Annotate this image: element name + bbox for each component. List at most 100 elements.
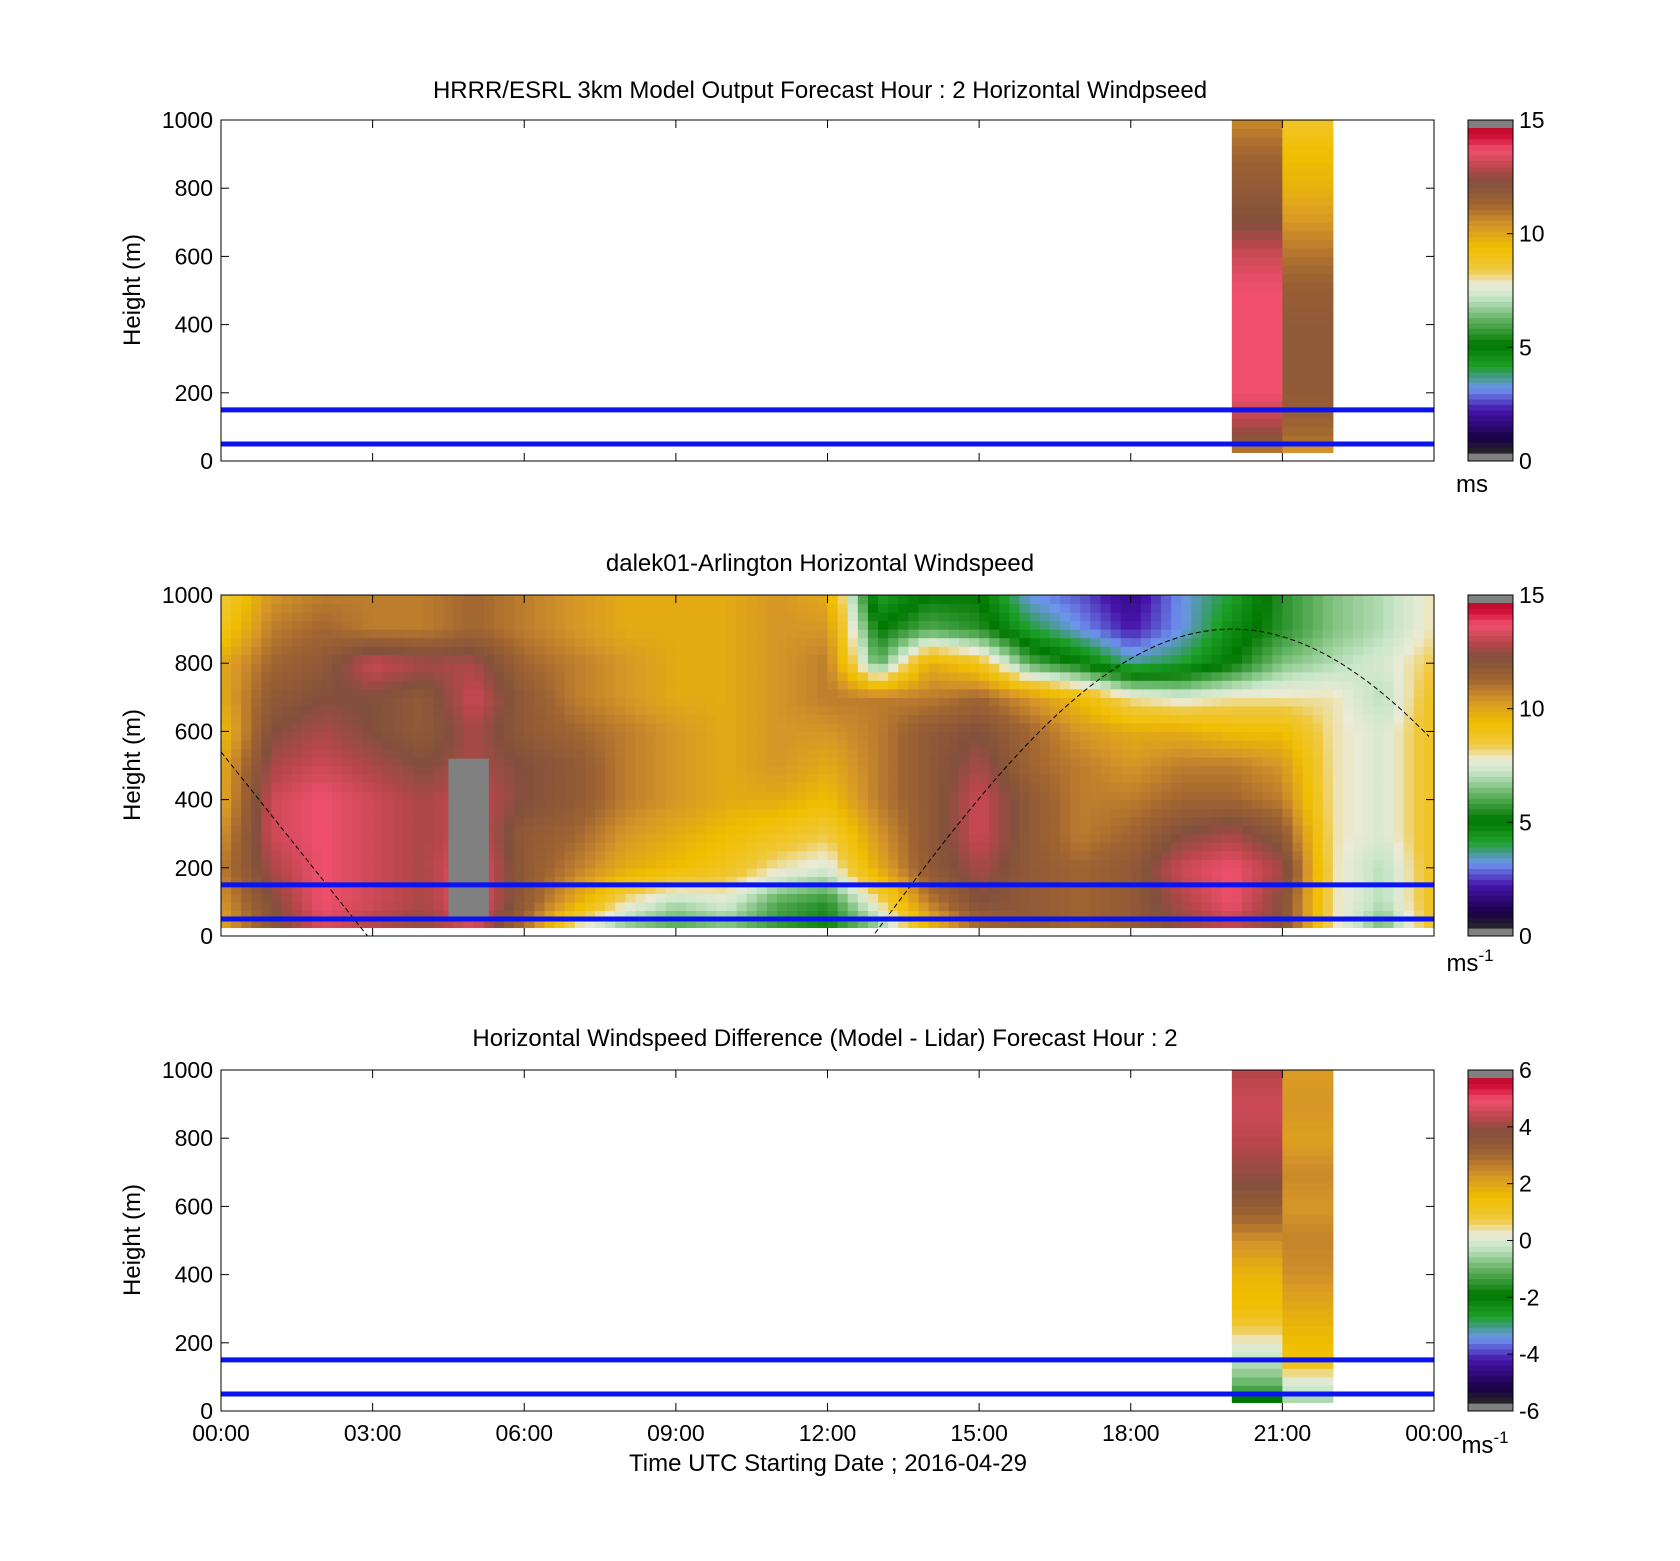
heatmap-cell bbox=[867, 918, 879, 929]
heatmap-cell bbox=[999, 756, 1011, 767]
heatmap-cell bbox=[1312, 603, 1324, 613]
heatmap-cell bbox=[1282, 324, 1334, 334]
heatmap-cell bbox=[1191, 714, 1203, 724]
heatmap-cell bbox=[453, 629, 465, 639]
heatmap-cell bbox=[766, 697, 778, 707]
heatmap-cell bbox=[736, 833, 748, 843]
heatmap-cell bbox=[483, 850, 495, 860]
heatmap-cell bbox=[1262, 603, 1273, 613]
heatmap-cell bbox=[928, 884, 940, 894]
heatmap-cell bbox=[433, 791, 444, 801]
heatmap-cell bbox=[584, 663, 596, 673]
heatmap-cell bbox=[1181, 629, 1192, 639]
heatmap-cell bbox=[595, 884, 606, 894]
heatmap-cell bbox=[1312, 680, 1324, 690]
heatmap-cell bbox=[685, 748, 697, 758]
heatmap-cell bbox=[847, 765, 859, 775]
heatmap-cell bbox=[726, 901, 738, 912]
heatmap-cell bbox=[1080, 603, 1091, 613]
heatmap-cell bbox=[231, 842, 242, 852]
heatmap-cell bbox=[1039, 867, 1051, 877]
colorbar-swatch bbox=[1468, 236, 1513, 243]
heatmap-cell bbox=[867, 620, 879, 630]
heatmap-cell bbox=[595, 629, 606, 639]
heatmap-cell bbox=[1423, 714, 1435, 724]
heatmap-cell bbox=[1110, 774, 1122, 784]
heatmap-cell bbox=[898, 603, 909, 613]
heatmap-cell bbox=[493, 816, 505, 826]
heatmap-cell bbox=[756, 671, 768, 681]
heatmap-cell bbox=[827, 859, 839, 869]
heatmap-cell bbox=[1282, 256, 1334, 266]
heatmap-cell bbox=[655, 646, 667, 656]
heatmap-cell bbox=[1231, 179, 1283, 189]
heatmap-cell bbox=[584, 859, 596, 869]
heatmap-cell bbox=[402, 833, 414, 843]
heatmap-cell bbox=[493, 714, 505, 724]
heatmap-cell bbox=[1221, 697, 1233, 707]
heatmap-cell bbox=[584, 612, 596, 622]
heatmap-cell bbox=[483, 808, 495, 818]
heatmap-cell bbox=[958, 774, 970, 784]
heatmap-cell bbox=[352, 739, 364, 750]
heatmap-cell bbox=[423, 782, 434, 792]
heatmap-cell bbox=[1191, 808, 1203, 818]
heatmap-cell bbox=[1262, 910, 1273, 920]
heatmap-cell bbox=[544, 731, 556, 741]
heatmap-cell bbox=[584, 791, 596, 801]
heatmap-cell bbox=[969, 808, 980, 818]
heatmap-cell bbox=[362, 654, 374, 664]
heatmap-cell bbox=[1049, 705, 1061, 715]
heatmap-cell bbox=[1201, 910, 1213, 920]
heatmap-cell bbox=[1019, 731, 1031, 741]
heatmap-cell bbox=[221, 756, 232, 767]
heatmap-cell bbox=[271, 842, 283, 852]
heatmap-cell bbox=[1363, 697, 1374, 707]
heatmap-cell bbox=[524, 884, 535, 894]
heatmap-cell bbox=[958, 867, 970, 877]
heatmap-cell bbox=[311, 603, 323, 613]
heatmap-cell bbox=[1039, 808, 1051, 818]
heatmap-cell bbox=[847, 910, 859, 920]
heatmap-cell bbox=[888, 680, 899, 690]
heatmap-cell bbox=[362, 825, 374, 835]
heatmap-cell bbox=[1120, 825, 1132, 835]
heatmap-cell bbox=[625, 910, 637, 920]
heatmap-cell bbox=[1100, 876, 1112, 886]
heatmap-cell bbox=[999, 603, 1011, 613]
heatmap-cell bbox=[1373, 688, 1385, 698]
heatmap-cell bbox=[888, 859, 899, 869]
heatmap-cell bbox=[1090, 697, 1102, 707]
heatmap-cell bbox=[1181, 825, 1192, 835]
heatmap-cell bbox=[271, 646, 283, 656]
heatmap-cell bbox=[1292, 654, 1304, 664]
heatmap-cell bbox=[1312, 850, 1324, 860]
heatmap-cell bbox=[372, 876, 384, 886]
colorbar-swatch bbox=[1468, 695, 1513, 702]
heatmap-cell bbox=[706, 748, 717, 758]
heatmap-cell bbox=[766, 791, 778, 801]
heatmap-cell bbox=[655, 722, 667, 732]
heatmap-cell bbox=[1292, 782, 1304, 792]
heatmap-cell bbox=[534, 884, 546, 894]
heatmap-cell bbox=[1120, 671, 1132, 681]
heatmap-cell bbox=[1100, 731, 1112, 741]
heatmap-cell bbox=[847, 791, 859, 801]
colorbar-frame bbox=[1467, 119, 1514, 462]
heatmap-cell bbox=[948, 876, 960, 886]
heatmap-cell bbox=[847, 714, 859, 724]
heatmap-cell bbox=[423, 595, 434, 605]
heatmap-cell bbox=[867, 765, 879, 775]
heatmap-cell bbox=[958, 791, 970, 801]
heatmap-cell bbox=[1140, 671, 1152, 681]
heatmap-cell bbox=[534, 850, 546, 860]
heatmap-cell bbox=[1413, 595, 1425, 605]
heatmap-cell bbox=[999, 791, 1011, 801]
heatmap-cell bbox=[574, 876, 586, 886]
heatmap-cell bbox=[392, 629, 404, 639]
heatmap-cell bbox=[1201, 722, 1213, 732]
heatmap-cell bbox=[261, 901, 273, 912]
heatmap-cell bbox=[908, 901, 920, 912]
heatmap-cell bbox=[1353, 688, 1364, 698]
heatmap-cell bbox=[1363, 671, 1374, 681]
